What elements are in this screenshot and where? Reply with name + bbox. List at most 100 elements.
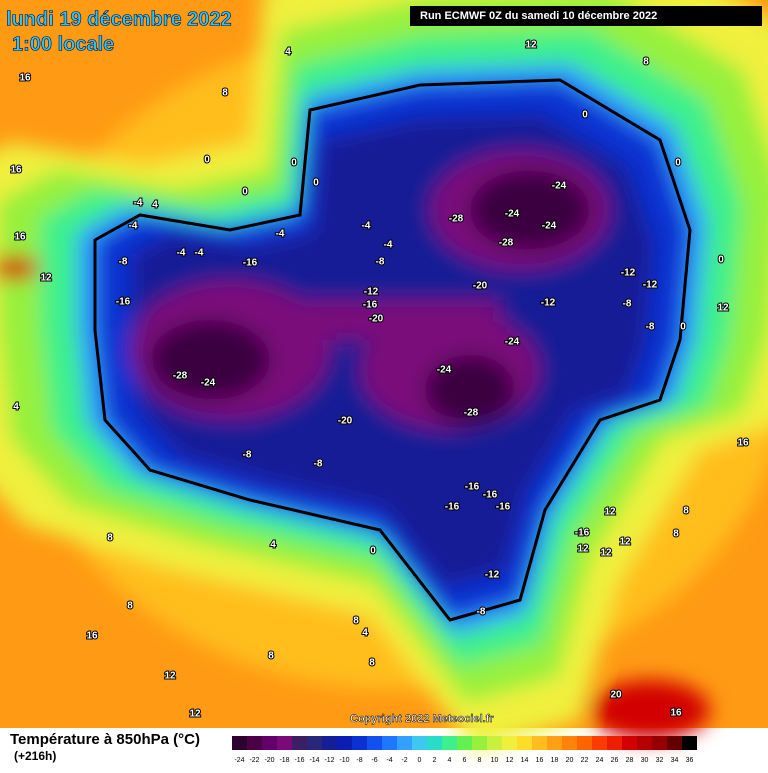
colorbar-cell bbox=[532, 736, 547, 750]
contour-label: 0 bbox=[291, 158, 297, 169]
contour-label: 12 bbox=[40, 273, 52, 284]
contour-label: -16 bbox=[243, 258, 258, 269]
contour-label: -24 bbox=[505, 209, 520, 220]
contour-label: 0 bbox=[370, 546, 376, 557]
colorbar-cell bbox=[382, 736, 397, 750]
colorbar-cell bbox=[682, 736, 697, 750]
contour-label: 0 bbox=[680, 322, 686, 333]
colorbar-tick-label: 2 bbox=[433, 757, 437, 764]
colorbar-cell bbox=[247, 736, 262, 750]
contour-label: -16 bbox=[465, 482, 480, 493]
colorbar-tick-label: 18 bbox=[551, 757, 559, 764]
colorbar-tick-label: 4 bbox=[448, 757, 452, 764]
contour-label: 12 bbox=[604, 507, 616, 518]
contour-label: -16 bbox=[496, 502, 511, 513]
contour-label: 8 bbox=[107, 533, 113, 544]
contour-label: -16 bbox=[363, 300, 378, 311]
contour-label: 0 bbox=[718, 255, 724, 266]
colorbar-tick-label: 12 bbox=[506, 757, 514, 764]
colorbar-cell bbox=[622, 736, 637, 750]
colorbar-tick-label: 10 bbox=[491, 757, 499, 764]
colorbar-cell bbox=[487, 736, 502, 750]
contour-label: 8 bbox=[673, 529, 679, 540]
colorbar-cell bbox=[637, 736, 652, 750]
copyright: Copyright 2022 Meteociel.fr bbox=[350, 713, 494, 725]
colorbar-tick-label: 32 bbox=[656, 757, 664, 764]
subtitle: 1:00 locale bbox=[12, 33, 114, 55]
legend-title: Température à 850hPa (°C) bbox=[10, 731, 200, 748]
run-bar bbox=[410, 6, 762, 26]
contour-label: 12 bbox=[164, 671, 176, 682]
colorbar-cell bbox=[472, 736, 487, 750]
contour-label: -4 bbox=[362, 221, 371, 232]
colorbar-tick-label: 28 bbox=[626, 757, 634, 764]
contour-label: -20 bbox=[338, 416, 353, 427]
contour-label: 16 bbox=[86, 631, 98, 642]
contour-label: -4 bbox=[129, 221, 138, 232]
contour-label: 12 bbox=[619, 537, 631, 548]
colorbar-tick-label: -16 bbox=[294, 757, 304, 764]
contour-label: 4 bbox=[362, 628, 368, 639]
temperature-field bbox=[0, 0, 768, 750]
contour-label: 4 bbox=[270, 540, 276, 551]
contour-label: 0 bbox=[242, 187, 248, 198]
contour-label: -16 bbox=[575, 528, 590, 539]
contour-label: 8 bbox=[353, 616, 359, 627]
colorbar: -24 -22 -20 -18 -16 -14 -12 -10 -8 -6 -4 -2 0 2 4 6 8 10 1… bbox=[232, 736, 697, 764]
colorbar-tick-label: -20 bbox=[264, 757, 274, 764]
contour-label: -4 bbox=[177, 248, 186, 259]
colorbar-tick-label: -22 bbox=[249, 757, 259, 764]
colorbar-tick-label: -2 bbox=[401, 757, 407, 764]
contour-label: -24 bbox=[505, 337, 520, 348]
contour-label: 8 bbox=[222, 88, 228, 99]
contour-label: -12 bbox=[643, 280, 658, 291]
colorbar-cell bbox=[397, 736, 412, 750]
contour-label: 12 bbox=[717, 303, 729, 314]
colorbar-cell bbox=[457, 736, 472, 750]
contour-label: 0 bbox=[313, 178, 319, 189]
colorbar-tick-label: 36 bbox=[686, 757, 694, 764]
colorbar-tick-label: -14 bbox=[309, 757, 319, 764]
contour-label: 20 bbox=[610, 690, 622, 701]
contour-label: -28 bbox=[464, 408, 479, 419]
contour-label: -24 bbox=[201, 378, 216, 389]
contour-label: 4 bbox=[13, 402, 19, 413]
contour-label: 12 bbox=[525, 40, 537, 51]
colorbar-tick-label: 24 bbox=[596, 757, 604, 764]
colorbar-cell bbox=[427, 736, 442, 750]
contour-label: -20 bbox=[369, 314, 384, 325]
colorbar-tick-label: 22 bbox=[581, 757, 589, 764]
colorbar-cell bbox=[352, 736, 367, 750]
colorbar-cell bbox=[607, 736, 622, 750]
contour-label: 4 bbox=[152, 200, 158, 211]
contour-label: 8 bbox=[683, 506, 689, 517]
colorbar-tick-label: 16 bbox=[536, 757, 544, 764]
contour-label: -28 bbox=[173, 371, 188, 382]
contour-label: -8 bbox=[477, 607, 486, 618]
colorbar-tick-label: 34 bbox=[671, 757, 679, 764]
contour-label: -16 bbox=[445, 502, 460, 513]
colorbar-tick-label: -12 bbox=[324, 757, 334, 764]
colorbar-cell bbox=[232, 736, 247, 750]
colorbar-cell bbox=[337, 736, 352, 750]
contour-label: 16 bbox=[737, 438, 749, 449]
contour-label: 8 bbox=[369, 658, 375, 669]
colorbar-tick-label: -4 bbox=[386, 757, 392, 764]
colorbar-cell bbox=[307, 736, 322, 750]
colorbar-cell bbox=[277, 736, 292, 750]
legend-lead: (+216h) bbox=[14, 749, 56, 763]
contour-label: 16 bbox=[670, 708, 682, 719]
contour-label: 0 bbox=[675, 158, 681, 169]
contour-label: 8 bbox=[643, 57, 649, 68]
contour-label: 12 bbox=[189, 709, 201, 720]
contour-label: 12 bbox=[577, 544, 589, 555]
contour-label: 16 bbox=[10, 165, 22, 176]
contour-label: 16 bbox=[14, 232, 26, 243]
colorbar-tick-label: -10 bbox=[339, 757, 349, 764]
contour-label: -20 bbox=[473, 281, 488, 292]
contour-label: 0 bbox=[204, 155, 210, 166]
colorbar-cell bbox=[442, 736, 457, 750]
colorbar-cell bbox=[592, 736, 607, 750]
